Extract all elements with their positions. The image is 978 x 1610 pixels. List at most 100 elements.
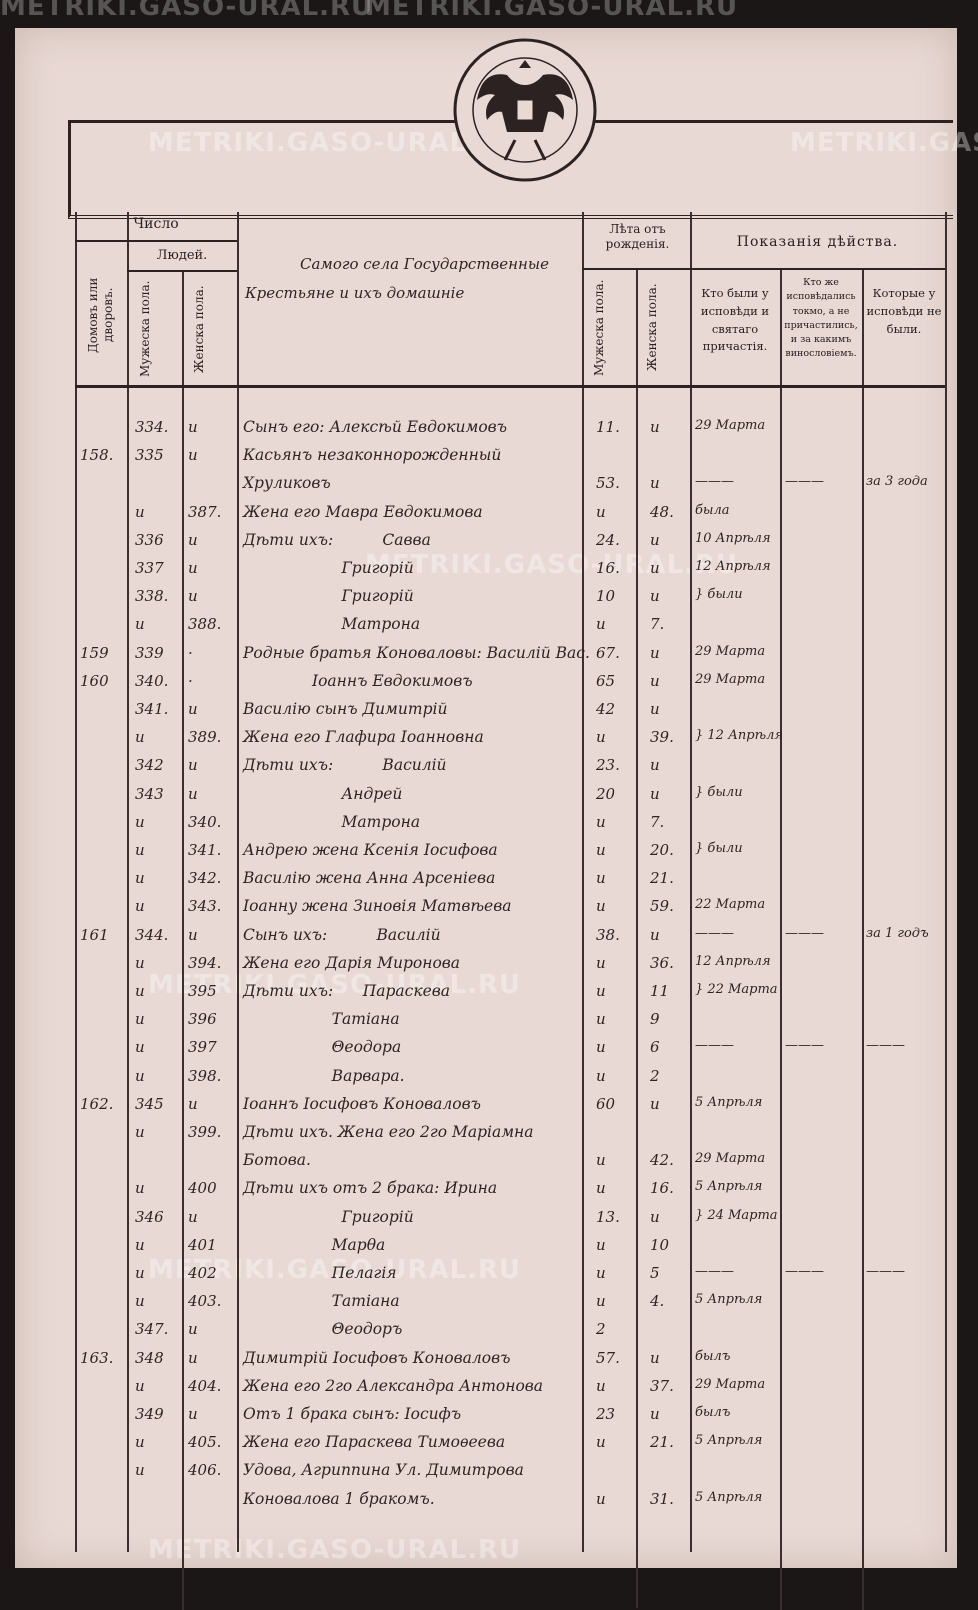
header-act-confessed-communed: Кто были у исповѣди и святаго причастія. — [700, 286, 770, 354]
female-number: 406. — [188, 1461, 222, 1480]
table-row: 342 и Дѣти ихъ: Василій 23. и — [0, 756, 978, 784]
male-age: 16. — [596, 559, 620, 577]
confessed-communed: 5 Апрѣля — [695, 1489, 763, 1505]
person-name: Касьянъ незаконнорожденный — [243, 446, 502, 465]
female-age: 21. — [650, 1433, 674, 1452]
person-name: Іоаннъ Іосифовъ Коноваловъ — [243, 1094, 481, 1113]
person-name: Татіана — [243, 1292, 400, 1311]
male-age: 57. — [596, 1348, 620, 1367]
female-number: 397 — [188, 1038, 217, 1057]
female-age: 59. — [650, 897, 674, 916]
female-number: 405. — [188, 1433, 222, 1452]
male-number: и — [135, 1433, 145, 1452]
male-number: и — [135, 1376, 145, 1395]
not-confessed: за 1 годъ — [866, 925, 929, 941]
female-number: и — [188, 446, 198, 465]
confessed-only: ——— — [785, 1038, 824, 1054]
male-number: и — [135, 502, 145, 521]
table-row: 336 и Дѣти ихъ: Савва 24. и 10 Апрѣля — [0, 531, 978, 559]
header-houses: Домовъ или дворовъ. — [86, 277, 115, 353]
male-number: и — [135, 869, 145, 888]
male-age: и — [596, 1038, 606, 1057]
table-row: Коновалова 1 бракомъ. и 31. 5 Апрѣля — [0, 1490, 978, 1518]
female-number: и — [188, 418, 198, 436]
confessed-only: ——— — [785, 925, 824, 941]
person-name: Андрею жена Ксенія Іосифова — [243, 841, 498, 859]
person-name: Ботова. — [243, 1151, 311, 1170]
table-row: и 400 Дѣти ихъ отъ 2 брака: Ирина и 16. 5 Апр… — [0, 1179, 978, 1207]
female-number: и — [188, 1405, 198, 1423]
male-age: и — [596, 1433, 606, 1452]
female-age: 11 — [650, 982, 670, 1000]
male-number: 348 — [135, 1348, 164, 1367]
male-number: и — [135, 897, 145, 916]
male-number: 345 — [135, 1094, 164, 1113]
confessed-communed: былъ — [695, 1348, 731, 1364]
confessed-communed: 5 Апрѣля — [695, 1179, 763, 1195]
male-number: 339 — [135, 643, 164, 662]
person-name: Сынъ ихъ: Василій — [243, 925, 441, 944]
confessed-only: ——— — [785, 1264, 824, 1279]
person-name: Андрей — [243, 784, 403, 803]
confessed-communed: 12 Апрѣля — [695, 953, 771, 969]
male-age: и — [596, 1292, 606, 1311]
house-number: 158. — [80, 446, 114, 465]
male-age: 13. — [596, 1207, 620, 1226]
male-age: 2 — [596, 1320, 606, 1339]
female-number: и — [188, 530, 198, 549]
person-name: Родные братья Коноваловы: Василій Вас. — [243, 643, 590, 662]
table-row: и 405. Жена его Параскева Тимоѳеева и 21. 5 А… — [0, 1433, 978, 1461]
female-age: и — [650, 700, 660, 718]
confessed-communed: ——— — [695, 474, 734, 490]
female-number: 340. — [188, 812, 222, 831]
person-name: Марθа — [243, 1235, 386, 1254]
female-number: 394. — [188, 953, 222, 972]
header-number: Число — [133, 216, 179, 232]
female-age: и — [650, 643, 660, 662]
male-number: 341. — [135, 700, 169, 718]
header-age: Лѣта отъ рожденія. — [605, 222, 670, 251]
table-row: и 388. Матрона и 7. — [0, 615, 978, 643]
table-row: 334. и Сынъ его: Алексѣй Евдокимовъ 11. и 29 … — [0, 418, 978, 446]
male-age: и — [596, 502, 606, 521]
person-name: Коновалова 1 бракомъ. — [243, 1489, 435, 1508]
female-age: и — [650, 925, 660, 944]
table-row: 349 и Отъ 1 брака сынъ: Іосифъ 23 и былъ — [0, 1405, 978, 1433]
confessed-communed: 5 Апрѣля — [695, 1292, 763, 1308]
female-number: 395 — [188, 982, 217, 1000]
male-age: 24. — [596, 530, 620, 549]
female-number: 398. — [188, 1066, 222, 1085]
table-row: 338. и Григорій 10 и} были — [0, 587, 978, 615]
table-row: и 395 Дѣти ихъ: Параскева и 11} 22 Марта — [0, 982, 978, 1010]
male-number: и — [135, 1038, 145, 1057]
female-number: 399. — [188, 1123, 222, 1141]
confessed-communed: 29 Марта — [695, 643, 766, 659]
female-number: и — [188, 559, 198, 577]
watermark: METRIKI.GASO-URAL.RU — [148, 970, 522, 1000]
table-row: и 399. Дѣти ихъ. Жена его 2го Маріамна — [0, 1123, 978, 1151]
watermark: METRIKI.GASO-URAL.RU — [790, 128, 978, 158]
female-age: и — [650, 1405, 660, 1423]
male-age: и — [596, 897, 606, 916]
female-number: 401 — [188, 1235, 217, 1254]
person-name: Пелагія — [243, 1264, 397, 1282]
male-number: 340. — [135, 671, 169, 690]
person-name: Сынъ его: Алексѣй Евдокимовъ — [243, 418, 508, 436]
female-age: 48. — [650, 502, 674, 521]
person-name: Дѣти ихъ: Параскева — [243, 982, 451, 1000]
confessed-communed: } 22 Марта — [695, 982, 778, 997]
header-people: Людей. — [156, 248, 208, 263]
header-age-male: Мужеска пола. — [592, 279, 606, 376]
male-number: 338. — [135, 587, 169, 606]
male-age: и — [596, 869, 606, 888]
confessed-communed: 29 Марта — [695, 1151, 766, 1167]
male-number: 335 — [135, 446, 164, 465]
male-age: и — [596, 1489, 606, 1508]
female-age: 4. — [650, 1292, 665, 1311]
female-age: 21. — [650, 869, 674, 888]
female-age: и — [650, 418, 660, 436]
table-row: 162. 345 и Іоаннъ Іосифовъ Коноваловъ 60 и 5 А… — [0, 1095, 978, 1123]
header-act-confessed-only: Кто же исповѣдались токмо, а не причасти… — [784, 277, 858, 360]
table-row: и 387. Жена его Мавра Евдокимова и 48. была — [0, 503, 978, 531]
male-age: и — [596, 1179, 606, 1198]
